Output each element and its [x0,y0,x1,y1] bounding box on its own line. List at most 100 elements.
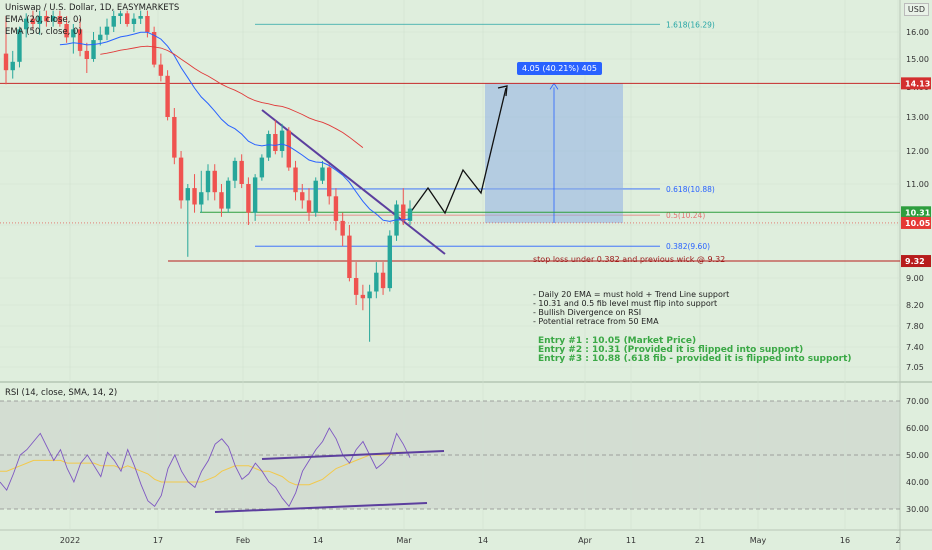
time-tick-label: 16 [840,536,850,545]
candle-body [131,18,137,24]
projection-arrow-head [497,85,508,97]
candle-body [246,184,251,213]
ema50-line [100,45,364,148]
candle-body [57,16,63,24]
candle-body [327,167,332,197]
price-tick-label: 13.00 [906,113,929,122]
time-tick-label: May [750,536,767,545]
price-tag-label: 10.05 [905,219,931,228]
price-pane-bg [0,0,900,382]
note-line: - 10.31 and 0.5 fib level must flip into… [533,299,718,308]
ema20-line [59,31,411,222]
candle-body [24,18,29,30]
ema20-legend[interactable]: EMA (20, close, 0) [5,15,82,25]
candle-body [138,16,143,19]
time-tick-label: 2 [895,536,900,545]
candle-body [300,192,305,201]
candle-body [219,192,224,209]
price-tick-label: 7.80 [906,322,924,331]
candle-body [145,16,150,32]
time-tick-label: 2022 [60,536,80,545]
rsi-tick-label: 50.00 [906,451,929,460]
candle-body [320,167,325,181]
price-tick-label: 9.00 [906,274,924,283]
rsi-tick-label: 70.00 [906,397,929,406]
rsi-sma-line [0,451,410,486]
price-tag-label: 10.31 [905,208,931,217]
grid-layer [0,0,900,530]
fib-level-label: 0.5(10.24) [666,211,705,220]
fib-level-label: 1.618(16.29) [666,20,715,29]
candle-body [353,278,359,295]
rsi-tick-label: 30.00 [906,505,929,514]
candle-body [387,235,392,289]
rsi-resistance-trendline [261,450,445,460]
price-tick-label: 12.00 [906,147,929,156]
candle-body [252,177,258,213]
price-tag-bg [901,206,931,219]
candle-body [367,291,372,299]
entry-line: Entry #3 : 10.88 (.618 fib - provided it… [538,354,852,364]
candle-body [347,235,352,278]
time-tick-label: 11 [626,536,636,545]
rsi-support-trendline [214,502,428,513]
candle-body [104,26,110,35]
projection-path [409,87,507,215]
fib-level-label: 0.618(10.88) [666,185,715,194]
price-tag-bg [901,77,931,90]
candle-body [158,64,164,76]
candle-body [165,75,170,117]
ema50-legend[interactable]: EMA (50, close, 0) [5,27,82,37]
rsi-layer [0,400,900,513]
time-tick-label: 14 [478,536,488,545]
stop-loss-note: stop loss under 0.382 and previous wick … [533,255,726,264]
descending-trendline [261,109,446,255]
candle-body [50,16,56,22]
currency-button[interactable]: USD [903,3,929,16]
candle-body [279,130,285,151]
candle-body [17,29,22,62]
axis-layer: 16.0015.0014.0013.0012.0011.0010.009.008… [60,28,931,545]
rsi-line [0,427,411,508]
candle-body [30,18,36,24]
candle-body [273,134,278,151]
candle-body [360,294,366,299]
candle-body [111,16,116,27]
candle-body [199,192,204,205]
candle-body [10,61,15,71]
candle-body [259,157,265,178]
price-tick-label: 8.20 [906,301,924,310]
candle-body [226,180,231,209]
time-tick-label: 14 [313,536,323,545]
price-tag-label: 9.32 [905,257,925,266]
rsi-legend[interactable]: RSI (14, close, SMA, 14, 2) [5,388,118,398]
candle-body [293,167,298,193]
candle-body [313,180,318,213]
candle-body [37,16,42,24]
candle-body [172,117,177,158]
candle-body [340,220,345,236]
candle-body [205,170,211,193]
candle-body [98,34,103,41]
note-line: - Daily 20 EMA = must hold + Trend Line … [533,290,730,299]
candle-body [64,24,69,38]
price-tick-label: 7.05 [906,363,924,372]
price-tick-label: 16.00 [906,28,929,37]
candle-body [91,40,96,59]
candle-body [71,29,76,38]
rsi-tick-label: 60.00 [906,424,929,433]
candle-body [286,130,291,168]
candle-body [232,160,238,181]
price-tick-label: 15.00 [906,55,929,64]
candle-body [84,50,89,59]
entry-line: Entry #1 : 10.05 (Market Price) [538,336,697,346]
candle-body [178,157,184,201]
time-tick-label: Mar [396,536,412,545]
note-line: - Bullish Divergence on RSI [533,308,642,317]
candle-body [192,188,197,205]
candle-body [3,53,9,71]
price-tick-label: 7.40 [906,343,924,352]
candle-body [212,170,217,193]
candle-body [125,13,130,24]
